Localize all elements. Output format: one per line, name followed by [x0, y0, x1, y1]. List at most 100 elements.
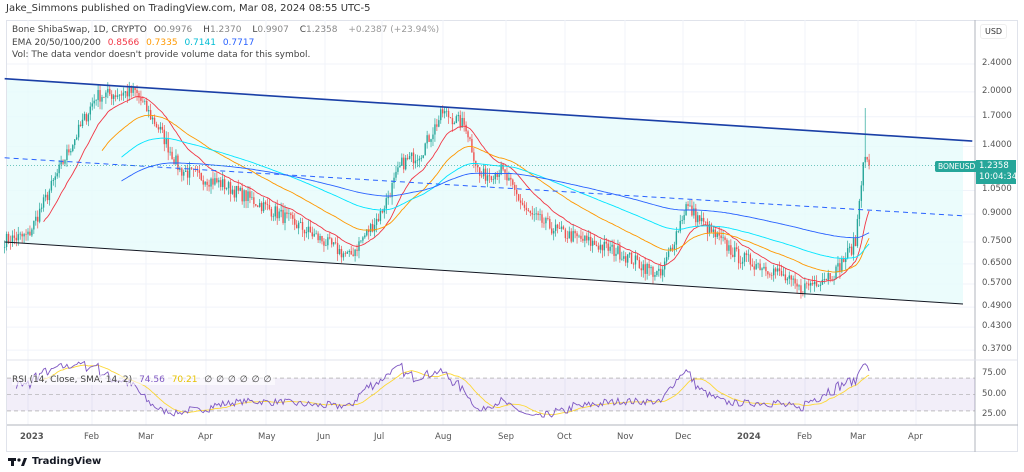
- candle-body: [428, 135, 430, 142]
- candle-body: [222, 179, 224, 188]
- candle-body: [552, 230, 555, 234]
- candle-body: [683, 215, 685, 221]
- ema200-line: [121, 162, 870, 239]
- candle-body: [679, 220, 681, 232]
- candle-body: [708, 224, 711, 234]
- candle-body: [609, 246, 611, 251]
- candle-body: [348, 250, 350, 253]
- candle-body: [239, 187, 241, 191]
- candle-body: [105, 92, 107, 98]
- candle-body: [459, 115, 461, 128]
- candle-body: [677, 231, 679, 232]
- candle-body: [564, 229, 567, 239]
- candle-body: [114, 95, 117, 97]
- candle-body: [60, 160, 62, 165]
- candle-body: [399, 165, 401, 168]
- candle-body: [580, 235, 582, 239]
- ema100-line: [121, 137, 870, 259]
- ema50-line: [101, 114, 870, 273]
- candle-body: [81, 119, 84, 126]
- candle-body: [299, 221, 302, 223]
- time-tick: Apr: [198, 432, 213, 442]
- candle-body: [83, 113, 86, 120]
- candle-body: [461, 118, 463, 128]
- candle-body: [432, 134, 434, 140]
- candle-body: [537, 213, 539, 216]
- candle-body: [305, 232, 308, 234]
- candle-body: [463, 118, 465, 125]
- candle-body: [202, 180, 204, 185]
- candle-body: [46, 194, 49, 201]
- candle-body: [453, 122, 456, 125]
- candle-body: [704, 221, 707, 223]
- candle-body: [140, 97, 142, 101]
- tradingview-logo-icon: [8, 457, 27, 466]
- candle-body: [535, 213, 537, 215]
- candle-body: [457, 115, 459, 117]
- candle-body: [124, 91, 127, 93]
- candle-body: [665, 257, 668, 262]
- candle-body: [819, 284, 822, 286]
- candle-body: [64, 160, 66, 164]
- candle-body: [377, 218, 380, 221]
- candle-body: [611, 244, 613, 247]
- candle-body: [706, 221, 709, 234]
- candle-body: [451, 118, 454, 125]
- candle-body: [547, 218, 549, 219]
- candle-body: [126, 91, 128, 97]
- candle-body: [854, 238, 857, 247]
- currency-button[interactable]: USD: [980, 24, 1008, 39]
- candle-body: [142, 100, 144, 102]
- candle-body: [798, 285, 800, 287]
- candle-body: [212, 178, 214, 185]
- candle-body: [515, 189, 518, 195]
- candle-body: [613, 244, 615, 256]
- candle-body: [317, 233, 319, 241]
- candle-body: [122, 92, 125, 96]
- candle-body: [621, 258, 623, 260]
- candle-body: [646, 264, 648, 274]
- candle-body: [697, 215, 699, 223]
- candle-body: [260, 202, 263, 212]
- candle-body: [342, 253, 345, 258]
- candle-body: [410, 152, 413, 157]
- candle-body: [434, 124, 436, 135]
- bar-countdown: 10:04:34: [979, 172, 1018, 182]
- candle-body: [638, 259, 641, 269]
- candle-body: [650, 267, 652, 269]
- candle-body: [669, 247, 672, 252]
- candle-body: [406, 157, 409, 159]
- candle-body: [128, 86, 130, 97]
- candle-body: [3, 246, 6, 248]
- candle-body: [469, 137, 471, 140]
- candle-body: [237, 185, 239, 191]
- candle-body: [186, 170, 189, 178]
- tradingview-logo[interactable]: TradingView: [8, 456, 101, 467]
- candle-body: [315, 233, 317, 235]
- candle-body: [769, 274, 771, 276]
- candle-body: [833, 279, 835, 280]
- candle-body: [560, 226, 563, 229]
- candle-body: [774, 268, 777, 272]
- candle-body: [549, 218, 551, 229]
- candle-body: [408, 156, 411, 159]
- candle-body: [484, 168, 487, 181]
- candle-body: [280, 209, 282, 212]
- candle-body: [699, 215, 701, 222]
- candle-body: [181, 168, 183, 176]
- candle-body: [700, 217, 703, 222]
- candle-body: [416, 160, 419, 161]
- price-tick: 2.0000: [982, 85, 1012, 96]
- ema20-value: 0.8566: [107, 38, 140, 48]
- candle-body: [214, 178, 216, 185]
- candle-body: [521, 202, 524, 205]
- candle-body: [681, 220, 683, 221]
- candle-body: [741, 261, 744, 264]
- candle-body: [385, 198, 387, 209]
- candle-body: [430, 139, 432, 142]
- price-tick: 0.5700: [982, 277, 1012, 288]
- candle-body: [771, 275, 773, 276]
- candle-body: [383, 208, 386, 213]
- candle-body: [623, 256, 625, 259]
